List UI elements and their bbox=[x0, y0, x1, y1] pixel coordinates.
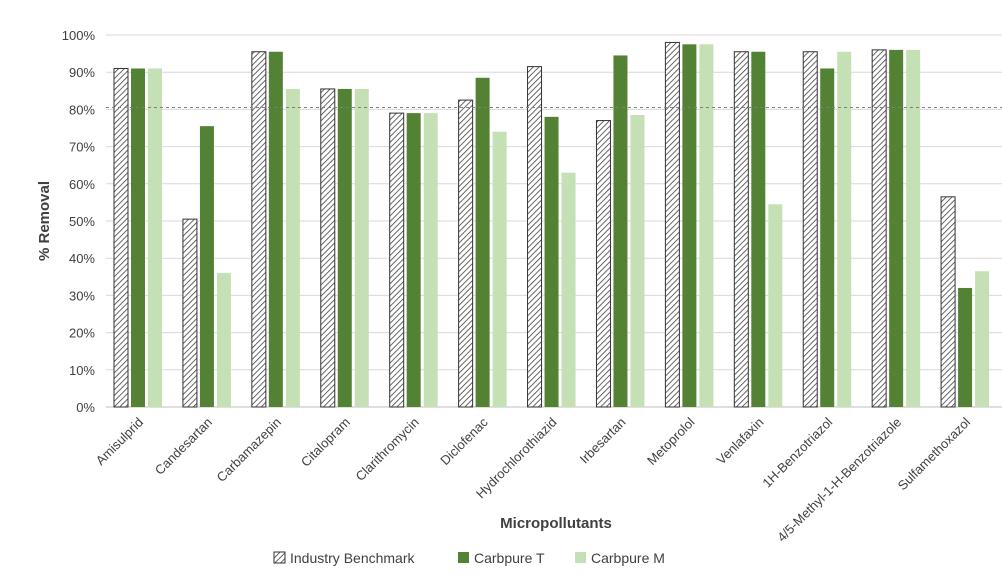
bar-carbpure-t bbox=[820, 68, 835, 407]
bar-carbpure-t bbox=[199, 126, 214, 407]
bar-industry-benchmark bbox=[733, 51, 749, 408]
bar-industry-benchmark bbox=[458, 99, 474, 408]
bar-carbpure-m bbox=[423, 113, 438, 408]
y-tick-label: 10% bbox=[69, 363, 95, 378]
legend-label: Carbpure T bbox=[474, 550, 545, 566]
bar-carbpure-t bbox=[751, 51, 766, 408]
bar-carbpure-m bbox=[216, 273, 231, 407]
bar-carbpure-t bbox=[544, 116, 559, 407]
bar-carbpure-m bbox=[285, 88, 300, 407]
bar-carbpure-t bbox=[337, 88, 352, 407]
y-tick-label: 0% bbox=[76, 400, 95, 415]
y-tick-label: 80% bbox=[69, 102, 95, 117]
legend-swatch bbox=[458, 552, 469, 563]
bar-carbpure-t bbox=[268, 51, 283, 408]
bar-industry-benchmark bbox=[871, 49, 887, 408]
bar-carbpure-t bbox=[406, 113, 421, 408]
x-tick-label: Diclofenac bbox=[437, 414, 491, 468]
legend-swatch bbox=[273, 551, 286, 564]
x-axis-title: Micropollutants bbox=[500, 515, 612, 532]
bar-industry-benchmark bbox=[389, 112, 405, 408]
bar-carbpure-t bbox=[613, 55, 628, 408]
bar-carbpure-m bbox=[561, 172, 576, 407]
x-tick-label: Candesartan bbox=[152, 415, 215, 478]
x-tick-label: Venlafaxin bbox=[713, 415, 766, 468]
bars bbox=[113, 41, 990, 408]
y-tick-label: 100% bbox=[62, 28, 96, 43]
x-tick-label: Irbesartan bbox=[577, 415, 629, 467]
y-tick-label: 30% bbox=[69, 288, 95, 303]
y-tick-label: 40% bbox=[69, 251, 95, 266]
y-tick-label: 20% bbox=[69, 326, 95, 341]
bar-industry-benchmark bbox=[182, 218, 198, 408]
bar-carbpure-t bbox=[131, 68, 145, 407]
x-tick-label: Carbamazepin bbox=[214, 415, 284, 485]
bar-carbpure-m bbox=[148, 68, 162, 407]
x-tick-label: Clarithromycin bbox=[352, 415, 421, 484]
x-tick-label: 4/5-Methyl-1-H-Benzotriazole bbox=[774, 415, 904, 545]
bar-carbpure-m bbox=[906, 49, 921, 407]
x-tick-label: Citalopram bbox=[298, 415, 353, 470]
x-tick-label: Amisulprid bbox=[93, 415, 147, 469]
bar-industry-benchmark bbox=[595, 120, 611, 408]
y-axis-ticks: 0% 10% 20% 30% 40% 50% 60% 70% 80% 90% 100% bbox=[62, 28, 96, 415]
x-tick-label: 1H-Benzotriazol bbox=[759, 414, 835, 490]
bar-carbpure-t bbox=[682, 44, 697, 408]
bar-industry-benchmark bbox=[802, 51, 818, 408]
bar-carbpure-t bbox=[958, 287, 973, 407]
legend-label: Carbpure M bbox=[591, 550, 665, 566]
y-tick-label: 50% bbox=[69, 214, 95, 229]
y-tick-label: 70% bbox=[69, 140, 95, 155]
bar-industry-benchmark bbox=[320, 88, 336, 408]
bar-carbpure-m bbox=[492, 131, 507, 407]
legend-label: Industry Benchmark bbox=[290, 550, 415, 566]
bar-carbpure-m bbox=[768, 204, 783, 407]
bar-industry-benchmark bbox=[527, 66, 543, 408]
y-tick-label: 90% bbox=[69, 65, 95, 80]
y-axis-title: % Removal bbox=[36, 181, 53, 261]
y-tick-label: 60% bbox=[69, 177, 95, 192]
x-tick-label: Metoprolol bbox=[644, 414, 698, 468]
bar-carbpure-m bbox=[837, 51, 852, 408]
bar-carbpure-t bbox=[889, 49, 904, 407]
bar-industry-benchmark bbox=[940, 196, 956, 408]
bar-industry-benchmark bbox=[664, 41, 680, 408]
legend-swatch bbox=[575, 552, 586, 563]
bar-carbpure-m bbox=[354, 88, 369, 407]
legend: Industry Benchmark Carbpure T Carbpure M bbox=[273, 550, 665, 566]
bar-industry-benchmark bbox=[251, 51, 267, 408]
x-tick-label: Sulfamethoxazol bbox=[895, 414, 974, 493]
bar-carbpure-m bbox=[699, 44, 714, 408]
bar-carbpure-m bbox=[975, 271, 990, 407]
bar-carbpure-t bbox=[475, 77, 490, 407]
bar-carbpure-m bbox=[630, 114, 645, 407]
bar-industry-benchmark bbox=[113, 67, 129, 408]
